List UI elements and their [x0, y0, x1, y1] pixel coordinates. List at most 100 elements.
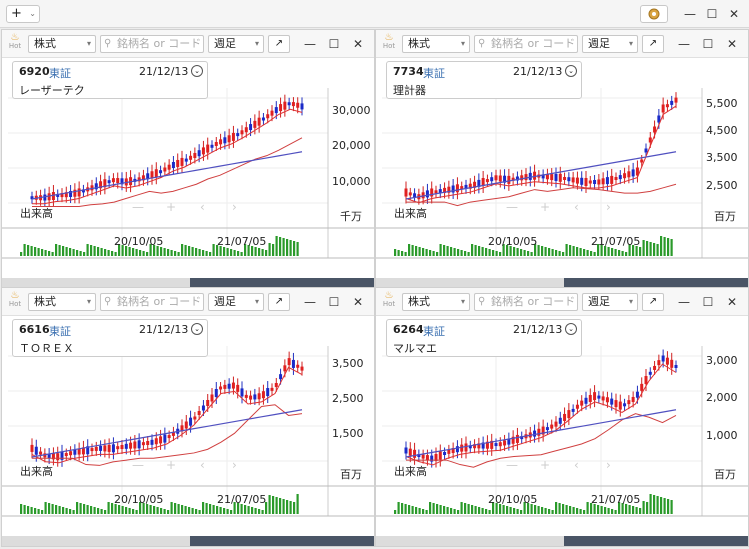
scroll-right-button[interactable]: › — [232, 200, 237, 214]
zoom-in-button[interactable]: + — [540, 458, 551, 472]
zoom-out-button[interactable]: — — [132, 458, 144, 472]
volume-bar — [667, 499, 670, 514]
open-external-button[interactable]: ↗ — [642, 293, 664, 311]
zoom-out-button[interactable]: — — [132, 200, 144, 214]
volume-bar — [635, 246, 638, 256]
period-select[interactable]: 週足 ▾ — [582, 293, 638, 311]
candle-body — [468, 445, 472, 449]
zoom-in-button[interactable]: + — [166, 200, 177, 214]
volume-bar — [471, 244, 474, 256]
symbol-search-input[interactable]: ⚲ 銘柄名 or コード — [100, 35, 204, 53]
panel-minimize-button[interactable]: — — [678, 37, 690, 51]
candle-body — [408, 448, 412, 456]
symbol-search-input[interactable]: ⚲ 銘柄名 or コード — [100, 293, 204, 311]
volume-bar — [118, 505, 121, 514]
open-external-button[interactable]: ↗ — [268, 293, 290, 311]
candlestick-chart[interactable] — [376, 316, 749, 547]
candlestick-chart[interactable] — [376, 58, 749, 289]
volume-bar — [597, 244, 600, 256]
market-select[interactable]: 株式 ▾ — [28, 35, 96, 53]
volume-bar — [446, 246, 449, 256]
hot-button[interactable]: ♨ Hot — [380, 33, 398, 54]
panel-maximize-button[interactable]: ☐ — [702, 295, 714, 309]
panel-maximize-button[interactable]: ☐ — [702, 37, 714, 51]
candle-body — [447, 449, 451, 454]
symbol-search-input[interactable]: ⚲ 銘柄名 or コード — [474, 35, 578, 53]
scroll-right-button[interactable]: › — [232, 458, 237, 472]
x-tick-label: 20/10/05 — [488, 493, 538, 506]
panel-maximize-button[interactable]: ☐ — [328, 37, 340, 51]
stock-code: 6616 — [19, 323, 50, 336]
panel-minimize-button[interactable]: — — [678, 295, 690, 309]
expand-info-button[interactable]: ⌄ — [191, 323, 203, 335]
hot-button[interactable]: ♨ Hot — [6, 291, 24, 312]
volume-bar — [72, 510, 75, 514]
expand-info-button[interactable]: ⌄ — [565, 323, 577, 335]
panel-close-button[interactable]: ✕ — [352, 37, 364, 51]
candle-body — [214, 389, 218, 397]
symbol-search-input[interactable]: ⚲ 銘柄名 or コード — [474, 293, 578, 311]
window-close-button[interactable]: ✕ — [728, 7, 740, 21]
volume-bar — [607, 508, 610, 514]
panel-close-button[interactable]: ✕ — [352, 295, 364, 309]
volume-bar — [251, 246, 254, 256]
open-external-button[interactable]: ↗ — [268, 35, 290, 53]
candlestick-chart[interactable] — [2, 316, 375, 547]
hot-button[interactable]: ♨ Hot — [6, 33, 24, 54]
market-select[interactable]: 株式 ▾ — [402, 35, 470, 53]
period-select[interactable]: 週足 ▾ — [208, 35, 264, 53]
settings-button[interactable] — [640, 5, 668, 23]
market-select[interactable]: 株式 ▾ — [402, 293, 470, 311]
volume-bar — [520, 510, 523, 514]
volume-bar — [614, 510, 617, 514]
scroll-right-button[interactable]: › — [606, 458, 611, 472]
candle-body — [176, 159, 180, 167]
candle-body — [550, 424, 554, 429]
candle-body — [554, 421, 558, 427]
period-select[interactable]: 週足 ▾ — [582, 35, 638, 53]
hot-button[interactable]: ♨ Hot — [380, 291, 398, 312]
scroll-left-button[interactable]: ‹ — [574, 200, 579, 214]
window-maximize-button[interactable]: ☐ — [706, 7, 718, 21]
panel-close-button[interactable]: ✕ — [726, 37, 738, 51]
volume-bar — [237, 251, 240, 256]
volume-bar — [558, 503, 561, 514]
volume-bar — [216, 245, 219, 256]
panel-maximize-button[interactable]: ☐ — [328, 295, 340, 309]
period-select[interactable]: 週足 ▾ — [208, 293, 264, 311]
scroll-left-button[interactable]: ‹ — [200, 458, 205, 472]
zoom-out-button[interactable]: — — [506, 200, 518, 214]
panel-minimize-button[interactable]: — — [304, 37, 316, 51]
candle-body — [171, 162, 175, 168]
scroll-left-button[interactable]: ‹ — [574, 458, 579, 472]
zoom-out-button[interactable]: — — [506, 458, 518, 472]
candle-body — [447, 186, 451, 193]
scroll-right-button[interactable]: › — [606, 200, 611, 214]
volume-bar — [233, 502, 236, 514]
candle-body — [490, 440, 494, 449]
candlestick-chart[interactable] — [2, 58, 375, 289]
window-minimize-button[interactable]: — — [684, 7, 696, 21]
volume-bar — [163, 509, 166, 514]
zoom-in-button[interactable]: + — [540, 200, 551, 214]
panel-minimize-button[interactable]: — — [304, 295, 316, 309]
candle-body — [81, 189, 85, 193]
expand-info-button[interactable]: ⌄ — [191, 65, 203, 77]
open-external-button[interactable]: ↗ — [642, 35, 664, 53]
zoom-in-button[interactable]: + — [166, 458, 177, 472]
volume-bar — [586, 250, 589, 256]
market-select[interactable]: 株式 ▾ — [28, 293, 96, 311]
volume-bar — [272, 244, 275, 256]
panel-close-button[interactable]: ✕ — [726, 295, 738, 309]
scroll-left-button[interactable]: ‹ — [200, 200, 205, 214]
volume-bar — [163, 248, 166, 256]
candle-body — [111, 178, 115, 183]
candle-body — [434, 190, 438, 194]
candle-body — [511, 177, 515, 181]
candle-body — [670, 359, 674, 368]
volume-bar — [149, 244, 152, 256]
expand-info-button[interactable]: ⌄ — [565, 65, 577, 77]
candle-body — [266, 388, 270, 397]
candle-body — [665, 104, 669, 108]
add-chart-button[interactable]: + ⌄ — [6, 5, 40, 23]
